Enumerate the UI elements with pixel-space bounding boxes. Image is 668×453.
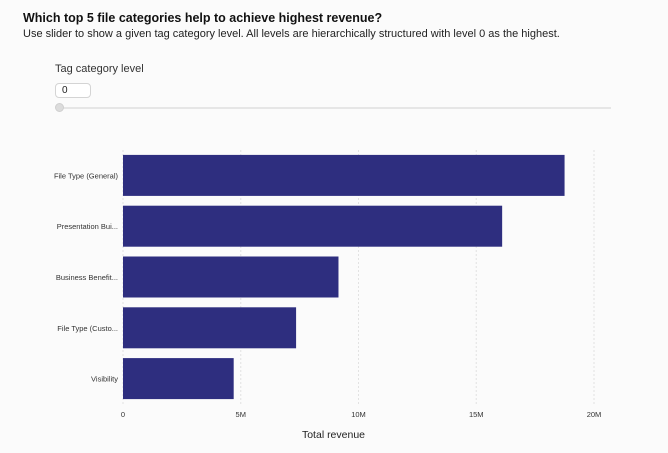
x-axis-title: Total revenue (302, 429, 365, 441)
page-subtitle: Use slider to show a given tag category … (23, 28, 560, 40)
y-tick-label: Business Benefit... (56, 273, 118, 282)
x-tick-label: 5M (236, 410, 246, 419)
tag-level-slider-track[interactable] (58, 107, 611, 109)
page-title: Which top 5 file categories help to achi… (23, 11, 383, 25)
x-tick-label: 15M (469, 410, 484, 419)
x-tick-label: 10M (351, 410, 366, 419)
tag-level-label: Tag category level (55, 63, 144, 75)
y-tick-label: Visibility (91, 375, 118, 384)
bar-1[interactable] (123, 154, 565, 196)
bar-3[interactable] (123, 256, 339, 298)
bar-2[interactable] (123, 205, 503, 247)
x-tick-label: 0 (121, 410, 125, 419)
y-tick-label: File Type (Custo... (57, 324, 118, 333)
y-tick-label: File Type (General) (54, 171, 119, 180)
bar-5[interactable] (123, 358, 234, 400)
x-tick-label: 20M (587, 410, 602, 419)
y-tick-label: Presentation Bui... (57, 222, 118, 231)
tag-level-slider-handle[interactable] (55, 103, 64, 112)
bar-4[interactable] (123, 307, 297, 349)
tag-level-input[interactable] (55, 83, 91, 98)
